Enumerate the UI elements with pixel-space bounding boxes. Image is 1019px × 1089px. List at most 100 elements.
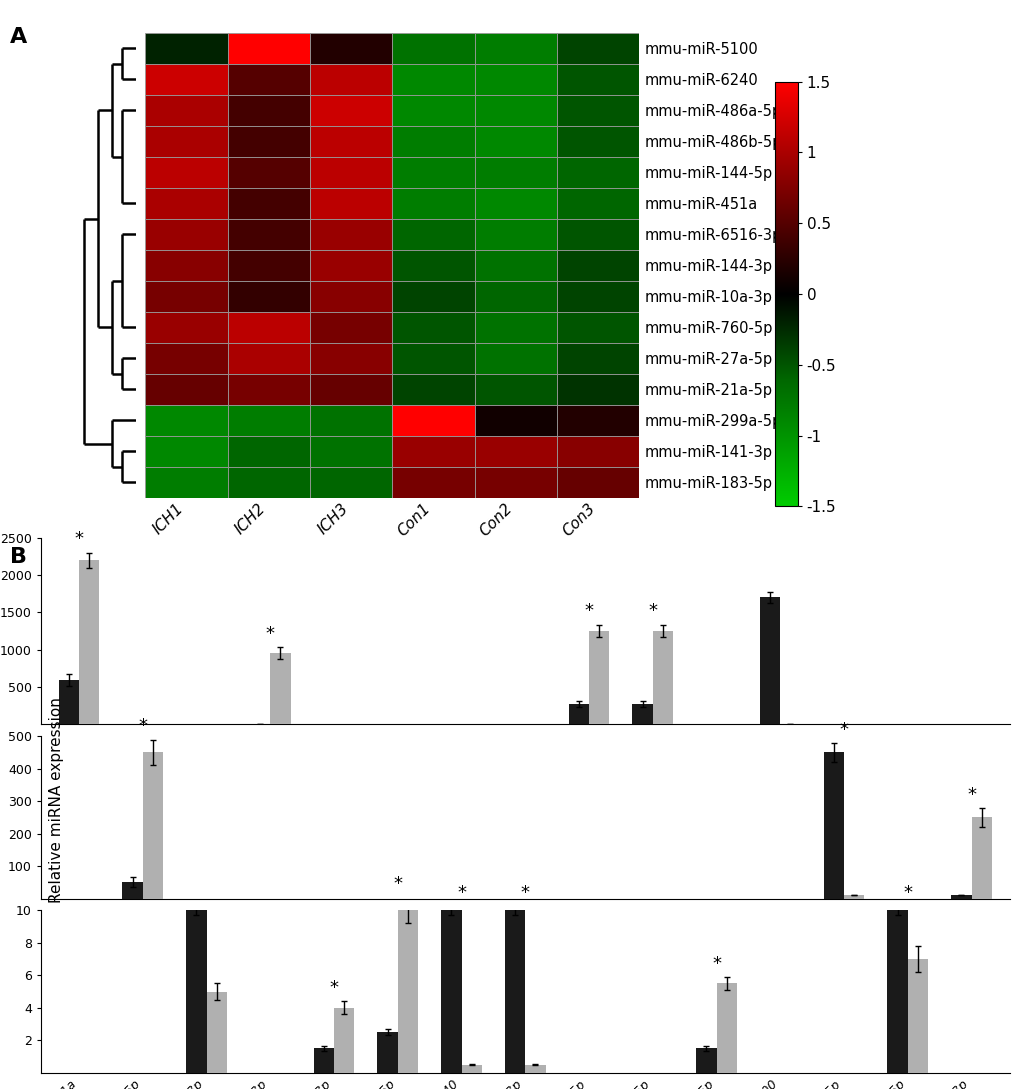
Bar xyxy=(145,281,227,311)
Bar xyxy=(589,631,608,724)
Bar xyxy=(227,311,310,343)
Bar xyxy=(145,33,227,63)
Bar xyxy=(227,33,310,63)
Bar xyxy=(310,219,392,249)
Bar xyxy=(145,343,227,374)
Bar xyxy=(310,187,392,219)
Bar xyxy=(310,281,392,311)
Bar xyxy=(632,703,652,724)
Bar xyxy=(556,187,639,219)
Bar xyxy=(474,63,556,95)
Bar xyxy=(334,1007,355,1073)
Bar xyxy=(556,249,639,281)
Bar xyxy=(145,95,227,125)
Bar xyxy=(474,374,556,405)
Text: *: * xyxy=(584,602,593,621)
Bar xyxy=(556,374,639,405)
Bar xyxy=(392,405,474,436)
Bar xyxy=(310,311,392,343)
Bar xyxy=(227,343,310,374)
Bar xyxy=(227,187,310,219)
Bar xyxy=(474,187,556,219)
Bar xyxy=(556,281,639,311)
Bar xyxy=(556,33,639,63)
Text: *: * xyxy=(839,721,848,738)
Bar xyxy=(392,157,474,187)
Bar xyxy=(392,343,474,374)
Bar xyxy=(652,631,673,724)
Bar xyxy=(474,249,556,281)
Text: *: * xyxy=(648,602,656,621)
Bar xyxy=(474,343,556,374)
Bar xyxy=(310,467,392,498)
Bar xyxy=(556,125,639,157)
Bar xyxy=(759,598,780,724)
Bar xyxy=(440,910,461,1073)
Bar xyxy=(145,405,227,436)
Bar xyxy=(887,910,907,1073)
Bar xyxy=(186,910,206,1073)
Bar xyxy=(392,219,474,249)
Bar xyxy=(227,436,310,467)
Bar xyxy=(556,219,639,249)
Bar xyxy=(474,157,556,187)
Bar xyxy=(392,467,474,498)
Bar xyxy=(474,125,556,157)
Bar xyxy=(310,374,392,405)
Bar xyxy=(843,895,863,898)
Bar xyxy=(392,281,474,311)
Bar xyxy=(504,910,525,1073)
Bar xyxy=(310,33,392,63)
Bar xyxy=(310,249,392,281)
Bar xyxy=(474,405,556,436)
Bar xyxy=(392,374,474,405)
Bar xyxy=(822,752,843,898)
Bar xyxy=(227,467,310,498)
Bar xyxy=(310,95,392,125)
Bar xyxy=(206,992,226,1073)
Bar xyxy=(145,249,227,281)
Bar xyxy=(525,1065,545,1073)
Bar xyxy=(461,1065,481,1073)
Bar xyxy=(79,560,99,724)
Bar xyxy=(474,95,556,125)
Text: Relative miRNA expression: Relative miRNA expression xyxy=(49,697,63,904)
Text: B: B xyxy=(10,547,28,566)
Text: *: * xyxy=(393,876,401,893)
Bar xyxy=(392,125,474,157)
Bar xyxy=(556,157,639,187)
Bar xyxy=(145,436,227,467)
Bar xyxy=(474,467,556,498)
Bar xyxy=(392,63,474,95)
Bar xyxy=(227,125,310,157)
Bar xyxy=(392,33,474,63)
Bar xyxy=(474,311,556,343)
Text: *: * xyxy=(457,883,466,902)
Bar xyxy=(227,157,310,187)
Bar xyxy=(695,1049,715,1073)
Bar xyxy=(227,405,310,436)
Bar xyxy=(392,436,474,467)
Text: *: * xyxy=(329,979,338,998)
Bar xyxy=(392,187,474,219)
Bar xyxy=(556,95,639,125)
Bar xyxy=(310,63,392,95)
Bar xyxy=(227,63,310,95)
Bar xyxy=(715,983,736,1073)
Bar xyxy=(474,281,556,311)
Bar xyxy=(556,63,639,95)
Bar xyxy=(392,311,474,343)
Bar xyxy=(377,1032,397,1073)
Bar xyxy=(474,219,556,249)
Bar xyxy=(145,187,227,219)
Bar xyxy=(392,249,474,281)
Text: *: * xyxy=(266,625,274,643)
Text: *: * xyxy=(521,883,529,902)
Bar xyxy=(310,405,392,436)
Bar xyxy=(310,343,392,374)
Bar xyxy=(145,219,227,249)
Bar xyxy=(556,343,639,374)
Bar xyxy=(392,95,474,125)
Bar xyxy=(227,219,310,249)
Bar xyxy=(122,882,143,898)
